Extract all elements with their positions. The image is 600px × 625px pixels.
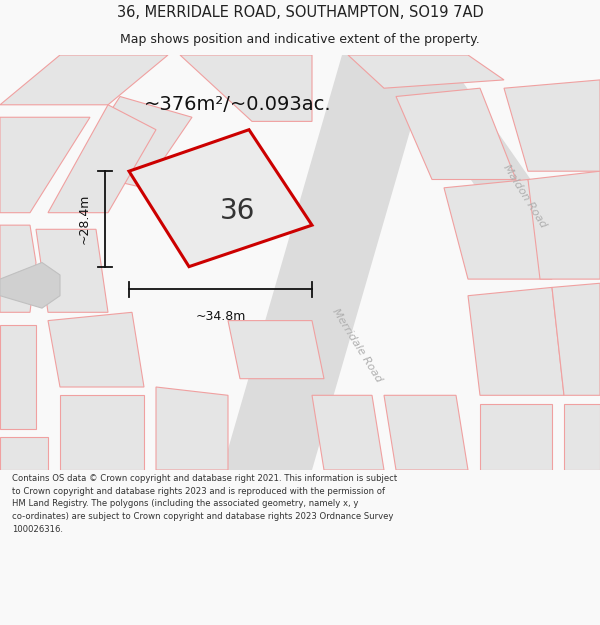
Polygon shape	[48, 312, 144, 387]
Polygon shape	[60, 395, 144, 470]
Polygon shape	[384, 55, 600, 279]
Polygon shape	[504, 80, 600, 171]
Polygon shape	[129, 130, 312, 267]
Text: 36, MERRIDALE ROAD, SOUTHAMPTON, SO19 7AD: 36, MERRIDALE ROAD, SOUTHAMPTON, SO19 7A…	[116, 4, 484, 19]
Polygon shape	[396, 88, 516, 179]
Polygon shape	[348, 55, 504, 88]
Polygon shape	[0, 118, 90, 212]
Polygon shape	[180, 55, 312, 121]
Polygon shape	[468, 288, 564, 395]
Text: ~34.8m: ~34.8m	[196, 310, 245, 323]
Polygon shape	[564, 404, 600, 470]
Text: 36: 36	[220, 197, 256, 224]
Text: Map shows position and indicative extent of the property.: Map shows position and indicative extent…	[120, 33, 480, 46]
Polygon shape	[222, 55, 432, 470]
Polygon shape	[0, 225, 36, 312]
Polygon shape	[552, 283, 600, 395]
Polygon shape	[0, 262, 60, 308]
Text: ~376m²/~0.093ac.: ~376m²/~0.093ac.	[144, 95, 332, 114]
Polygon shape	[444, 179, 552, 279]
Polygon shape	[72, 96, 192, 188]
Text: Maldon Road: Maldon Road	[502, 162, 548, 229]
Text: Contains OS data © Crown copyright and database right 2021. This information is : Contains OS data © Crown copyright and d…	[12, 474, 397, 534]
Polygon shape	[228, 321, 324, 379]
Polygon shape	[312, 395, 384, 470]
Polygon shape	[48, 105, 156, 212]
Polygon shape	[528, 171, 600, 279]
Polygon shape	[384, 395, 468, 470]
Text: ~28.4m: ~28.4m	[77, 194, 91, 244]
Polygon shape	[0, 55, 168, 105]
Polygon shape	[480, 404, 552, 470]
Polygon shape	[0, 325, 36, 429]
Polygon shape	[36, 229, 108, 312]
Polygon shape	[0, 437, 48, 470]
Polygon shape	[156, 387, 228, 470]
Text: Merridale Road: Merridale Road	[330, 307, 384, 384]
